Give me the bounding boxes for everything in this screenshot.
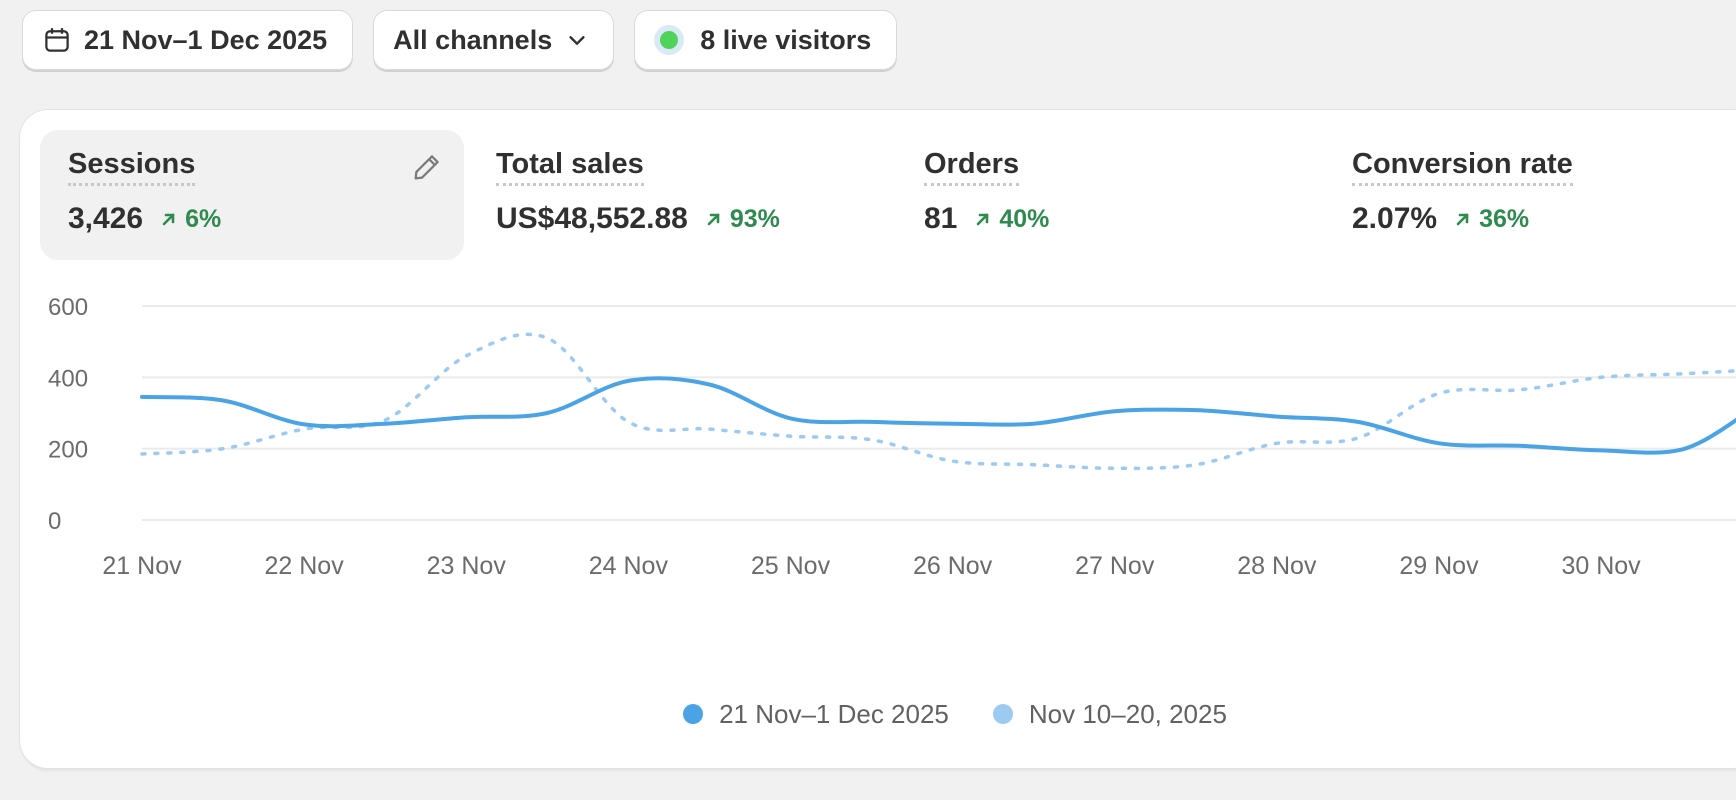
- metric-label: Sessions: [68, 148, 196, 186]
- metric-label: Orders: [924, 148, 1020, 186]
- legend-label: 21 Nov–1 Dec 2025: [719, 698, 949, 729]
- series-line-current-period[interactable]: [140, 376, 1736, 455]
- sessions-line-chart: 0 200 400 600 21 Nov 22 Nov 23 Nov 24 Nov 25 No…: [48, 294, 1736, 580]
- metric-tab-orders[interactable]: Orders 81 40%: [896, 130, 1320, 260]
- x-tick-label: 25 Nov: [751, 552, 831, 580]
- metric-label: Total sales: [496, 148, 644, 186]
- x-tick-label: 28 Nov: [1237, 552, 1317, 580]
- x-tick-label: 30 Nov: [1561, 552, 1641, 580]
- metric-value: 81: [924, 202, 958, 235]
- date-range-button[interactable]: 21 Nov–1 Dec 2025: [22, 10, 354, 70]
- y-tick-label: 0: [48, 508, 61, 535]
- x-tick-label: 21 Nov: [102, 552, 182, 580]
- live-visitors-button[interactable]: 8 live visitors: [634, 10, 898, 70]
- x-tick-label: 29 Nov: [1399, 552, 1479, 580]
- series-line-previous-period[interactable]: [140, 332, 1736, 471]
- arrow-up-right-icon: [162, 213, 175, 226]
- y-axis: 0 200 400 600: [48, 294, 88, 535]
- metric-delta-value: 6%: [185, 204, 222, 233]
- chart-legend: 21 Nov–1 Dec 2025 Nov 10–20, 2025: [20, 694, 1736, 734]
- metric-tabs: Sessions 3,426 6% Total sales US$48,552.…: [40, 130, 1736, 260]
- channels-label: All channels: [393, 24, 553, 55]
- legend-label: Nov 10–20, 2025: [1028, 698, 1227, 729]
- metric-delta: 6%: [161, 205, 221, 234]
- metric-delta-value: 93%: [729, 204, 780, 233]
- metric-delta-value: 36%: [1479, 204, 1530, 233]
- analytics-card: Sessions 3,426 6% Total sales US$48,552.…: [20, 110, 1736, 768]
- live-visitors-label: 8 live visitors: [700, 24, 872, 55]
- metric-tab-sessions[interactable]: Sessions 3,426 6%: [40, 130, 464, 260]
- chart-grid: [142, 305, 1736, 521]
- metric-delta: 93%: [706, 205, 780, 234]
- x-tick-label: 24 Nov: [589, 552, 669, 580]
- calendar-icon: [42, 25, 72, 55]
- metric-tab-total-sales[interactable]: Total sales US$48,552.88 93%: [468, 130, 892, 260]
- arrow-up-right-icon: [977, 213, 989, 226]
- live-status-dot-icon: [654, 25, 685, 55]
- legend-item[interactable]: Nov 10–20, 2025: [992, 694, 1227, 734]
- channels-dropdown[interactable]: All channels: [373, 10, 615, 70]
- date-range-label: 21 Nov–1 Dec 2025: [84, 24, 328, 55]
- x-tick-label: 22 Nov: [265, 552, 345, 580]
- metric-delta: 36%: [1455, 205, 1529, 234]
- arrow-up-right-icon: [707, 213, 720, 226]
- metric-delta: 40%: [975, 205, 1049, 234]
- y-tick-label: 200: [48, 437, 88, 464]
- x-tick-label: 27 Nov: [1075, 552, 1155, 580]
- toolbar: 21 Nov–1 Dec 2025 All channels 8 live vi…: [22, 10, 898, 72]
- chevron-down-icon: [566, 29, 588, 51]
- y-tick-label: 600: [48, 294, 88, 321]
- metric-value: 2.07%: [1352, 202, 1438, 235]
- legend-item[interactable]: 21 Nov–1 Dec 2025: [683, 694, 949, 734]
- metric-label: Conversion rate: [1352, 148, 1573, 186]
- x-axis: 21 Nov 22 Nov 23 Nov 24 Nov 25 Nov 26 Nov 27 N…: [102, 552, 1641, 580]
- legend-dot-icon: [683, 704, 704, 724]
- x-tick-label: 26 Nov: [913, 552, 993, 580]
- chart-series: [140, 332, 1736, 471]
- metric-tab-conversion-rate[interactable]: Conversion rate 2.07% 36%: [1324, 130, 1736, 260]
- pencil-icon[interactable]: [410, 150, 444, 189]
- metric-value: US$48,552.88: [496, 202, 688, 235]
- metric-delta-value: 40%: [999, 204, 1050, 233]
- y-tick-label: 400: [48, 365, 88, 392]
- x-tick-label: 23 Nov: [427, 552, 507, 580]
- legend-dot-icon: [992, 704, 1013, 724]
- metric-value: 3,426: [68, 202, 144, 235]
- arrow-up-right-icon: [1456, 213, 1469, 226]
